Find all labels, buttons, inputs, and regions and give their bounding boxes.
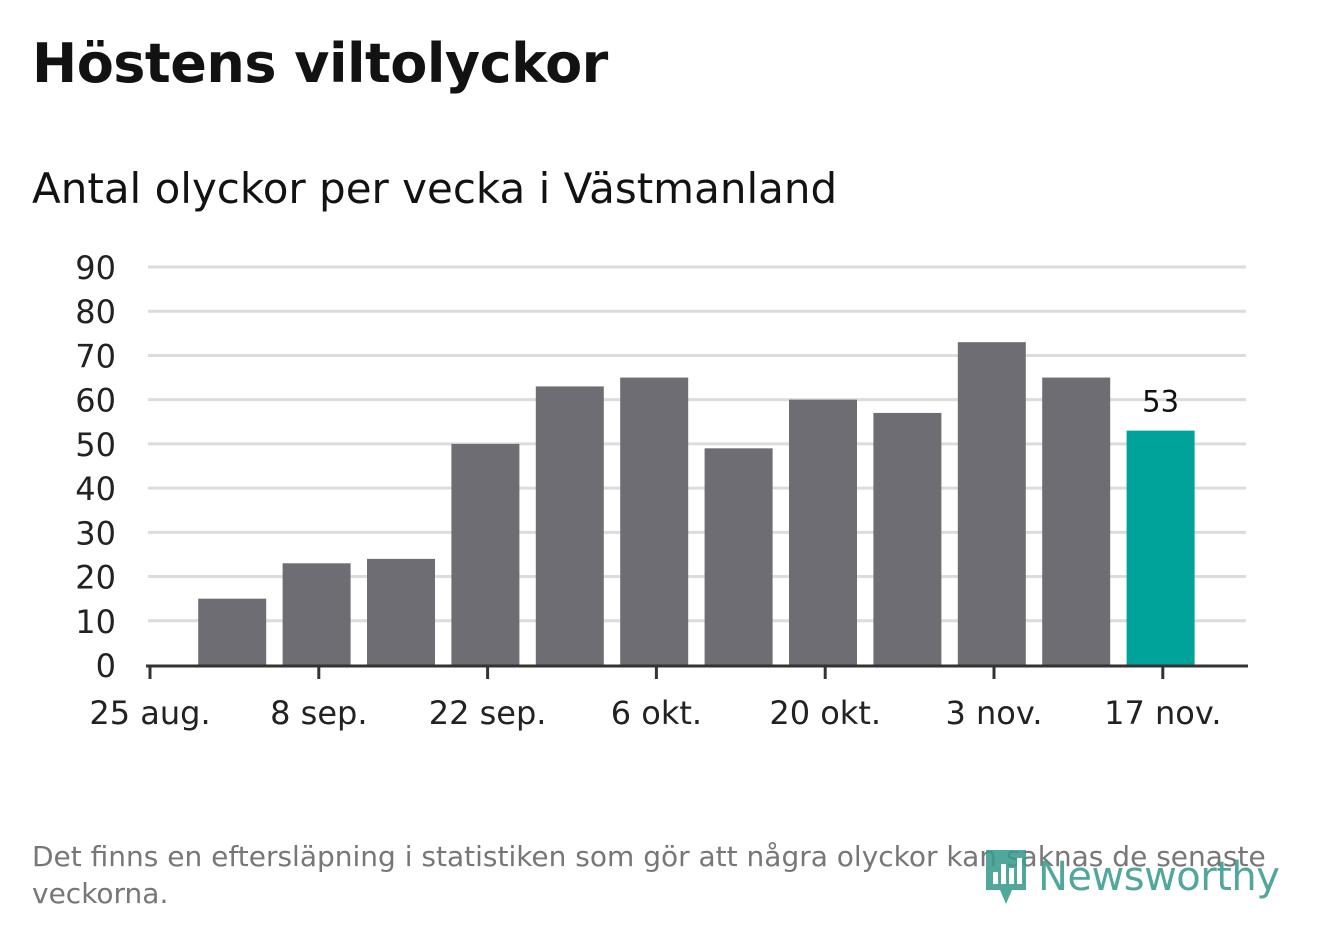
y-tick-label: 40	[75, 470, 116, 508]
y-tick-label: 20	[75, 559, 116, 597]
x-tick-label: 22 sep.	[429, 694, 547, 732]
newsworthy-logo: Newsworthy	[982, 846, 1280, 908]
y-tick-label: 10	[75, 603, 116, 641]
x-tick-label: 25 aug.	[89, 694, 210, 732]
bar-9	[873, 412, 942, 665]
bar-3	[367, 558, 435, 665]
x-tick-label: 17 nov.	[1104, 694, 1221, 732]
bar-chart: 0 10 20 30 40 50 60 70 80 90 25 aug. 8 sep. 22 sep.…	[75, 249, 1248, 732]
y-tick-label: 50	[75, 426, 116, 464]
bar-8	[789, 399, 857, 665]
logo-text: Newsworthy	[1038, 854, 1280, 900]
x-tick-label: 20 okt.	[769, 694, 881, 732]
y-tick-label: 70	[75, 337, 116, 375]
y-tick-label: 60	[75, 382, 116, 420]
x-tick-label: 8 sep.	[270, 694, 367, 732]
footnote: Det finns en eftersläpning i statistiken…	[32, 840, 1266, 910]
bar-1	[198, 598, 267, 665]
x-tick-label: 3 nov.	[945, 694, 1042, 732]
x-axis-labels: 25 aug. 8 sep. 22 sep. 6 okt. 20 okt. 3 nov. 1…	[89, 694, 1221, 732]
newsworthy-logo-icon	[986, 850, 1026, 904]
bar-10	[957, 342, 1026, 665]
y-axis-labels: 0 10 20 30 40 50 60 70 80 90	[75, 249, 116, 685]
bar-4	[451, 443, 520, 665]
bar-7	[704, 448, 773, 665]
bars	[198, 342, 1195, 665]
chart-title: Höstens viltolyckor	[32, 32, 608, 95]
data-labels: 53	[1142, 385, 1179, 419]
data-label: 53	[1142, 385, 1179, 419]
bar-6	[620, 377, 689, 665]
bar-5	[535, 386, 604, 665]
y-tick-label: 80	[75, 293, 116, 331]
bar-12	[1126, 430, 1195, 665]
x-tick-label: 6 okt.	[611, 694, 702, 732]
y-tick-label: 90	[75, 249, 116, 287]
y-tick-label: 0	[96, 647, 116, 685]
x-axis	[146, 664, 1248, 679]
y-tick-label: 30	[75, 514, 116, 552]
bar-2	[282, 563, 351, 665]
bar-11	[1042, 377, 1111, 665]
chart-subtitle: Antal olyckor per vecka i Västmanland	[32, 164, 838, 213]
